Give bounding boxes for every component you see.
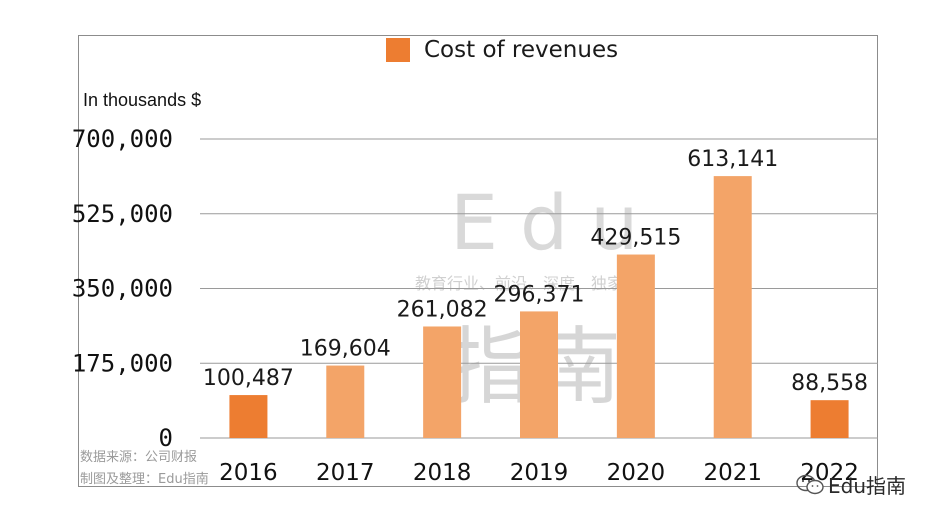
source-line-1: 数据来源：公司财报 (80, 450, 198, 465)
bar (810, 400, 849, 438)
brand-text: Edu指南 (828, 474, 907, 498)
bar (616, 254, 655, 438)
data-label: 613,141 (687, 147, 778, 172)
legend-label: Cost of revenues (424, 37, 619, 63)
data-label: 169,604 (300, 337, 391, 362)
wechat-icon (796, 474, 824, 494)
x-tick-label: 2016 (219, 460, 278, 486)
y-axis-unit-label: In thousands $ (83, 90, 202, 110)
bar (229, 395, 268, 438)
bar (423, 326, 462, 438)
data-label: 261,082 (397, 297, 488, 322)
x-tick-label: 2021 (703, 460, 762, 486)
x-tick-label: 2018 (413, 460, 472, 486)
source-line-2: 制图及整理：Edu指南 (80, 472, 209, 487)
y-tick-label: 525,000 (72, 200, 173, 228)
bar (520, 311, 558, 438)
x-tick-label: 2017 (316, 460, 375, 486)
y-tick-label: 0 (159, 424, 173, 452)
x-tick-label: 2019 (510, 460, 569, 486)
bar (326, 365, 365, 438)
y-tick-label: 700,000 (72, 125, 173, 153)
y-tick-label: 175,000 (72, 349, 173, 377)
legend-swatch (386, 38, 410, 62)
bar (713, 176, 752, 438)
legend: Cost of revenues (386, 37, 618, 63)
watermark-edu: Edu (450, 178, 661, 267)
x-tick-label: 2020 (607, 460, 666, 486)
data-label: 100,487 (203, 366, 294, 391)
brand-mark: Edu指南 (796, 470, 906, 499)
data-label: 429,515 (590, 226, 681, 251)
y-tick-label: 350,000 (72, 275, 173, 303)
chart-frame (78, 35, 878, 487)
data-label: 296,371 (494, 282, 585, 307)
data-label: 88,558 (791, 371, 868, 396)
